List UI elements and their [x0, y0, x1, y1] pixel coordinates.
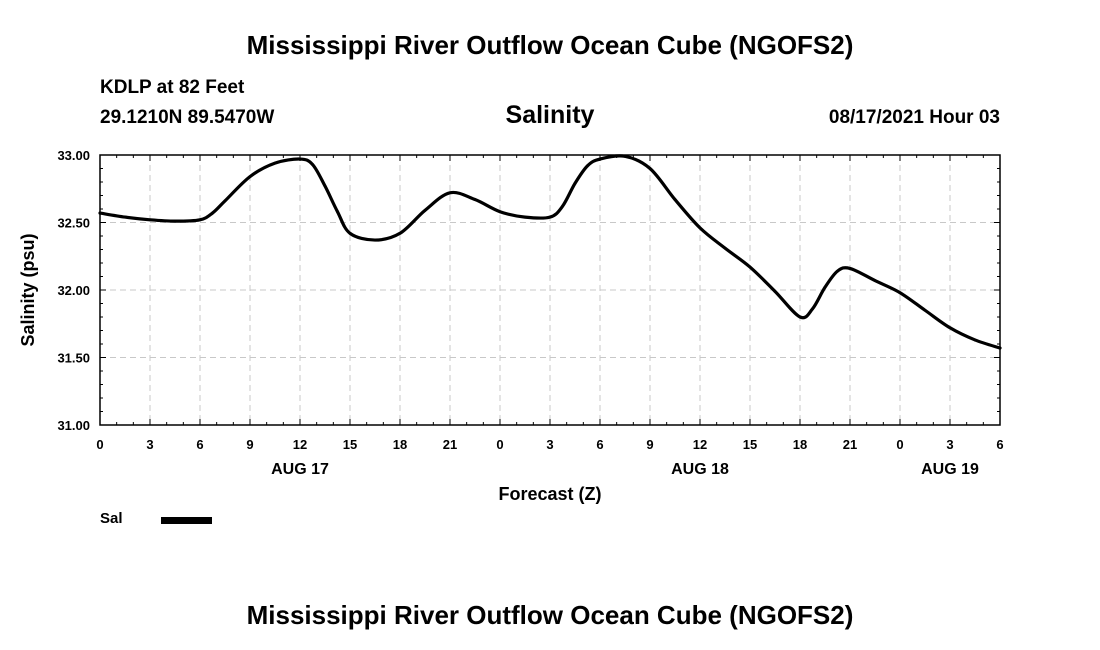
x-tick-label: 6	[596, 437, 603, 452]
data-point	[398, 231, 402, 235]
data-point	[336, 210, 339, 214]
data-point	[523, 215, 527, 219]
data-point	[698, 226, 702, 230]
data-point	[123, 215, 127, 219]
x-tick-label: 21	[443, 437, 457, 452]
grid-lines	[100, 155, 1000, 425]
date-label: AUG 18	[671, 461, 729, 478]
forecast-datetime: 08/17/2021 Hour 03	[828, 107, 1000, 128]
x-axis-title: Forecast (Z)	[498, 484, 601, 504]
data-point	[148, 218, 152, 222]
x-tick-label: 6	[996, 437, 1003, 452]
data-point	[561, 204, 564, 208]
data-point	[973, 338, 977, 342]
data-point	[836, 269, 839, 273]
data-point	[998, 346, 1002, 350]
x-tick-label: 12	[693, 437, 707, 452]
station-coordinates: 29.1210N 89.5470W	[100, 107, 275, 128]
legend-swatch	[161, 517, 212, 524]
data-point	[98, 211, 102, 215]
data-point	[723, 246, 727, 250]
x-tick-label: 0	[496, 437, 503, 452]
legend-label: Sal	[100, 510, 123, 527]
data-point	[811, 307, 814, 311]
x-tick-label: 9	[246, 437, 253, 452]
x-tick-label: 3	[546, 437, 553, 452]
data-point	[898, 291, 902, 295]
y-tick-label: 31.50	[57, 351, 90, 366]
data-point	[323, 184, 327, 188]
x-tick-label: 6	[196, 437, 203, 452]
data-point	[623, 154, 627, 158]
axes	[99, 154, 1001, 426]
data-point	[673, 198, 677, 201]
series-layer	[98, 154, 1002, 350]
data-point	[873, 279, 877, 282]
data-point	[348, 231, 352, 235]
x-tick-label: 18	[793, 437, 807, 452]
data-point	[473, 198, 477, 201]
date-label: AUG 19	[921, 461, 979, 478]
data-point	[423, 208, 427, 212]
data-point	[573, 181, 577, 185]
axis-labels: 31.00 31.50 32.00 32.50 33.00 0 3 6 9 12 15 18 21 0 3 6…	[18, 148, 1004, 504]
data-point	[648, 167, 652, 170]
data-point	[273, 161, 277, 165]
x-tick-label: 21	[843, 437, 857, 452]
data-point	[598, 157, 602, 161]
x-tick-label: 15	[743, 437, 757, 452]
data-point	[311, 163, 314, 166]
data-point	[948, 326, 952, 330]
data-point	[586, 164, 589, 168]
x-tick-label: 15	[343, 437, 357, 452]
y-tick-label: 33.00	[57, 148, 90, 163]
data-point	[373, 238, 377, 242]
data-point	[823, 285, 827, 289]
x-tick-label: 0	[96, 437, 103, 452]
data-point	[198, 218, 202, 222]
data-point	[173, 219, 177, 223]
date-label: AUG 17	[271, 461, 329, 478]
x-tick-label: 18	[393, 437, 407, 452]
data-point	[211, 211, 214, 215]
y-tick-label: 32.50	[57, 216, 90, 231]
y-tick-label: 31.00	[57, 418, 90, 433]
data-point	[298, 157, 302, 161]
data-point	[498, 210, 502, 214]
data-point	[773, 289, 777, 293]
x-tick-label: 3	[946, 437, 953, 452]
y-tick-label: 32.00	[57, 283, 90, 298]
x-tick-label: 12	[293, 437, 307, 452]
chart-title: Mississippi River Outflow Ocean Cube (NG…	[246, 30, 854, 60]
x-tick-label: 9	[646, 437, 653, 452]
data-point	[798, 315, 802, 319]
data-point	[923, 308, 927, 312]
x-tick-label: 3	[146, 437, 153, 452]
data-point	[848, 267, 852, 270]
x-tick-label: 0	[896, 437, 903, 452]
data-point	[448, 191, 452, 195]
data-point	[548, 215, 552, 219]
footer-title: Mississippi River Outflow Ocean Cube (NG…	[246, 600, 854, 630]
data-point	[748, 265, 752, 269]
variable-title: Salinity	[505, 101, 595, 129]
data-point	[223, 199, 227, 203]
data-point	[248, 175, 252, 179]
y-axis-title: Salinity (psu)	[18, 233, 38, 346]
station-label: KDLP at 82 Feet	[100, 77, 245, 98]
